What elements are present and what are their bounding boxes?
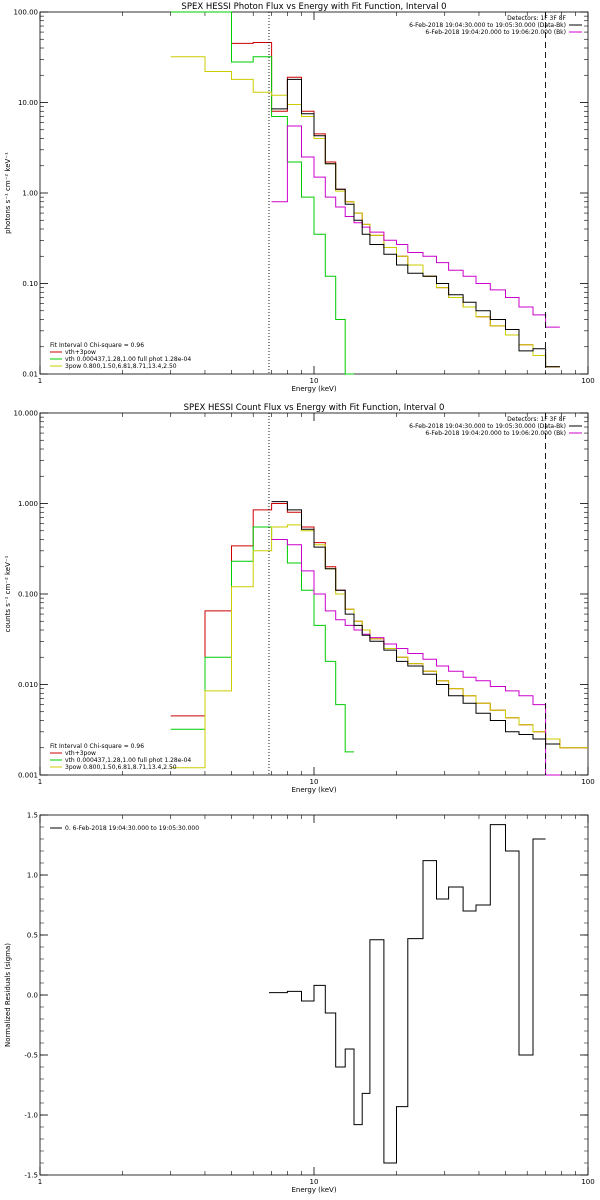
- legend-entry-0: vth+3pow: [65, 349, 96, 356]
- series-data-1: [271, 501, 560, 745]
- chart-title-0: SPEX HESSI Photon Flux vs Energy with Fi…: [181, 2, 446, 12]
- y-tick-label-2: 1.0: [27, 872, 38, 880]
- x-tick-label-2: 100: [581, 1178, 594, 1186]
- series-thermal-0: [170, 11, 354, 375]
- y-tick-label-0: 10.00: [18, 99, 38, 107]
- y-tick-label-2: -1.0: [24, 1112, 38, 1120]
- y-tick-label-0: 0.10: [22, 280, 38, 288]
- x-tick-label-2: 1: [38, 1178, 42, 1186]
- x-tick-label-0: 1: [38, 377, 42, 385]
- x-tick-label-0: 100: [581, 377, 594, 385]
- y-tick-label-2: -1.5: [24, 1172, 38, 1180]
- series-total-0: [170, 11, 560, 368]
- y-tick-label-1: 10.000: [14, 410, 39, 418]
- legend-entry-2: 0. 6-Feb-2018 19:04:30.000 to 19:05:30.0…: [65, 825, 199, 832]
- x-tick-label-1: 100: [581, 778, 594, 786]
- y-axis-label-2: Normalized Residuals (sigma): [4, 943, 12, 1047]
- y-tick-label-2: 0.0: [27, 992, 38, 1000]
- y-tick-label-1: 0.010: [18, 681, 38, 689]
- x-axis-label-1: Energy (keV): [291, 786, 336, 794]
- annotation-right-1: Detectors: 1F 3F 8F: [507, 416, 566, 423]
- y-tick-label-0: 0.01: [22, 371, 38, 379]
- y-tick-label-2: -0.5: [24, 1052, 38, 1060]
- y-tick-label-2: 0.5: [27, 932, 38, 940]
- x-tick-label-0: 10: [310, 377, 319, 385]
- y-tick-label-1: 0.001: [18, 772, 38, 780]
- x-axis-label-2: Energy (keV): [291, 1186, 336, 1194]
- legend-entry-0: vth 0.000437,1.28,1.00 full phot 1.28e-0…: [65, 356, 191, 363]
- x-tick-label-2: 10: [310, 1178, 319, 1186]
- series-powerlaw-0: [170, 56, 560, 368]
- y-axis-label-1: counts s⁻¹ cm⁻² keV⁻¹: [4, 555, 12, 632]
- y-tick-label-0: 100.00: [14, 9, 39, 17]
- legend-entry-0: 3pow 0.800,1.50,6.81,8.71,13.4,2.50: [65, 363, 177, 370]
- y-tick-label-1: 0.100: [18, 591, 38, 599]
- x-axis-label-0: Energy (keV): [291, 385, 336, 393]
- series-total-1: [170, 503, 588, 749]
- annotation-right-1: 6-Feb-2018 19:04:30.000 to 19:05:30.000 …: [409, 423, 566, 430]
- annotation-right-0: 6-Feb-2018 19:04:20.000 to 19:06:20.000 …: [425, 29, 566, 36]
- chart-title-1: SPEX HESSI Count Flux vs Energy with Fit…: [184, 403, 445, 413]
- annotation-right-0: Detectors: 1F 3F 8F: [507, 15, 566, 22]
- x-tick-label-1: 10: [310, 778, 319, 786]
- y-tick-label-2: 1.5: [27, 812, 38, 820]
- legend-entry-1: vth+3pow: [65, 750, 96, 757]
- annotation-right-1: 6-Feb-2018 19:04:20.000 to 19:06:20.000 …: [425, 430, 566, 437]
- legend-entry-1: vth 0.000437,1.28,1.00 full phot 1.28e-0…: [65, 757, 191, 764]
- y-tick-label-0: 1.00: [22, 190, 38, 198]
- series-background-0: [271, 125, 560, 328]
- legend-entry-1: 3pow 0.800,1.50,6.81,8.71,13.4,2.50: [65, 764, 177, 771]
- series-data-0: [271, 78, 560, 368]
- x-tick-label-1: 1: [38, 778, 42, 786]
- y-tick-label-1: 1.000: [18, 500, 38, 508]
- annotation-right-0: 6-Feb-2018 19:04:30.000 to 19:05:30.000 …: [409, 22, 566, 29]
- y-axis-label-0: photons s⁻¹ cm⁻² keV⁻¹: [4, 152, 12, 234]
- series-background-1: [271, 539, 560, 776]
- legend-entry-1: Fit Interval 0 Chi-square = 0.96: [50, 743, 144, 750]
- legend-entry-0: Fit Interval 0 Chi-square = 0.96: [50, 342, 144, 349]
- series-data-2: [269, 824, 546, 1164]
- series-thermal-1: [170, 526, 354, 753]
